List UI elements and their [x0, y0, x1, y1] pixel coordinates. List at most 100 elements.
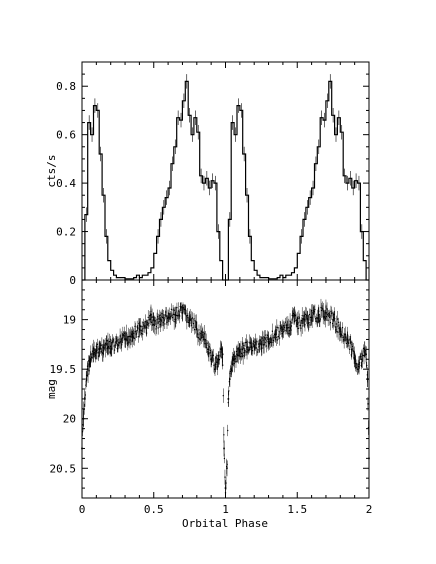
bottom-data-point: [211, 360, 213, 363]
bottom-data-point: [177, 315, 179, 317]
bottom-data-point: [170, 315, 172, 317]
bottom-data-point: [83, 408, 85, 410]
bottom-data-point: [292, 312, 294, 315]
bottom-data-point: [362, 347, 365, 350]
bottom-data-point: [362, 354, 364, 357]
bottom-key-point: [233, 358, 235, 361]
bottom-data-point: [248, 350, 250, 352]
bottom-key-point: [346, 338, 349, 341]
bottom-data-point: [162, 321, 164, 324]
bottom-data-point: [335, 329, 337, 331]
bottom-data-point: [105, 343, 107, 345]
bottom-data-point: [206, 351, 208, 353]
bottom-data-point: [310, 319, 312, 321]
top-y-axis-label: cts/s: [45, 154, 58, 187]
bottom-data-point: [173, 313, 175, 316]
bottom-data-point: [259, 339, 261, 341]
bottom-data-point: [227, 429, 229, 432]
bottom-data-point: [283, 326, 286, 328]
bottom-data-point: [255, 347, 258, 349]
bottom-data-point: [202, 331, 204, 333]
bottom-data-point: [270, 341, 272, 343]
bottom-data-point: [258, 343, 260, 345]
bottom-key-point: [361, 358, 363, 361]
bottom-data-point: [336, 318, 339, 320]
bottom-data-point: [356, 363, 358, 365]
bottom-data-point: [269, 343, 271, 345]
top-y-tick-label: 0.6: [56, 129, 76, 142]
bottom-data-point: [285, 321, 287, 323]
bottom-data-point: [190, 325, 192, 327]
bottom-data-point: [345, 342, 347, 344]
bottom-data-point: [355, 367, 357, 369]
bottom-data-point: [108, 347, 110, 349]
bottom-data-point: [292, 314, 294, 317]
bottom-data-point: [341, 326, 344, 329]
bottom-data-point: [175, 314, 177, 316]
bottom-data-point: [161, 313, 163, 315]
bottom-data-point: [315, 320, 317, 322]
bottom-data-point: [342, 336, 344, 339]
bottom-key-point: [107, 346, 109, 349]
bottom-data-point: [117, 345, 120, 347]
bottom-data-point: [304, 324, 306, 326]
bottom-data-point: [363, 355, 365, 357]
bottom-data-point: [364, 350, 366, 352]
bottom-data-point: [319, 320, 321, 322]
bottom-data-point: [154, 320, 157, 322]
bottom-data-point: [297, 317, 299, 320]
bottom-key-point: [210, 358, 212, 361]
bottom-key-point: [95, 350, 98, 353]
bottom-data-point: [238, 354, 240, 357]
bottom-data-point: [360, 364, 362, 367]
bottom-data-point: [94, 352, 96, 354]
bottom-data-point: [238, 349, 240, 351]
bottom-data-point: [243, 352, 245, 354]
bottom-data-point: [290, 327, 292, 330]
bottom-data-point: [302, 318, 304, 320]
bottom-data-point: [144, 325, 146, 327]
bottom-data-point: [231, 359, 233, 361]
bottom-data-point: [265, 341, 267, 344]
bottom-data-point: [192, 322, 195, 325]
bottom-key-point: [253, 345, 255, 348]
bottom-data-point: [194, 320, 196, 322]
bottom-key-point: [174, 313, 177, 316]
bottom-key-point: [92, 353, 95, 356]
bottom-key-point: [223, 447, 225, 450]
bottom-data-point: [207, 342, 209, 344]
bottom-data-point: [112, 340, 114, 342]
bottom-data-point: [109, 351, 111, 353]
bottom-data-point: [295, 319, 297, 322]
bottom-data-point: [249, 349, 251, 351]
bottom-data-point: [221, 356, 223, 358]
bottom-data-point: [193, 318, 195, 320]
bottom-data-point: [351, 345, 354, 347]
bottom-key-point: [325, 311, 327, 314]
bottom-data-point: [222, 395, 224, 397]
bottom-data-point: [173, 320, 175, 323]
bottom-data-point: [91, 350, 94, 352]
bottom-data-point: [115, 341, 117, 343]
bottom-data-point: [143, 327, 145, 329]
bottom-data-point: [255, 343, 257, 345]
bottom-data-point: [161, 316, 164, 319]
bottom-data-point: [272, 339, 275, 342]
bottom-data-point: [339, 333, 341, 335]
bottom-data-point: [360, 356, 362, 358]
bottom-data-point: [189, 314, 191, 316]
bottom-data-point: [341, 335, 343, 337]
bottom-data-point: [200, 330, 202, 332]
bottom-key-point: [250, 346, 253, 349]
panel-top: 0 0.2 0.4 0.6 0.8 cts/s: [45, 61, 370, 287]
bottom-data-point: [234, 356, 236, 358]
bottom-data-point: [307, 319, 309, 321]
bottom-data-point: [153, 324, 155, 327]
bottom-data-point: [328, 312, 330, 315]
bottom-data-point: [245, 351, 247, 353]
bottom-data-point: [291, 322, 293, 324]
bottom-key-point: [188, 318, 191, 321]
bottom-data-point: [211, 356, 213, 358]
bottom-data-point: [312, 312, 314, 314]
bottom-key-point: [224, 487, 227, 489]
